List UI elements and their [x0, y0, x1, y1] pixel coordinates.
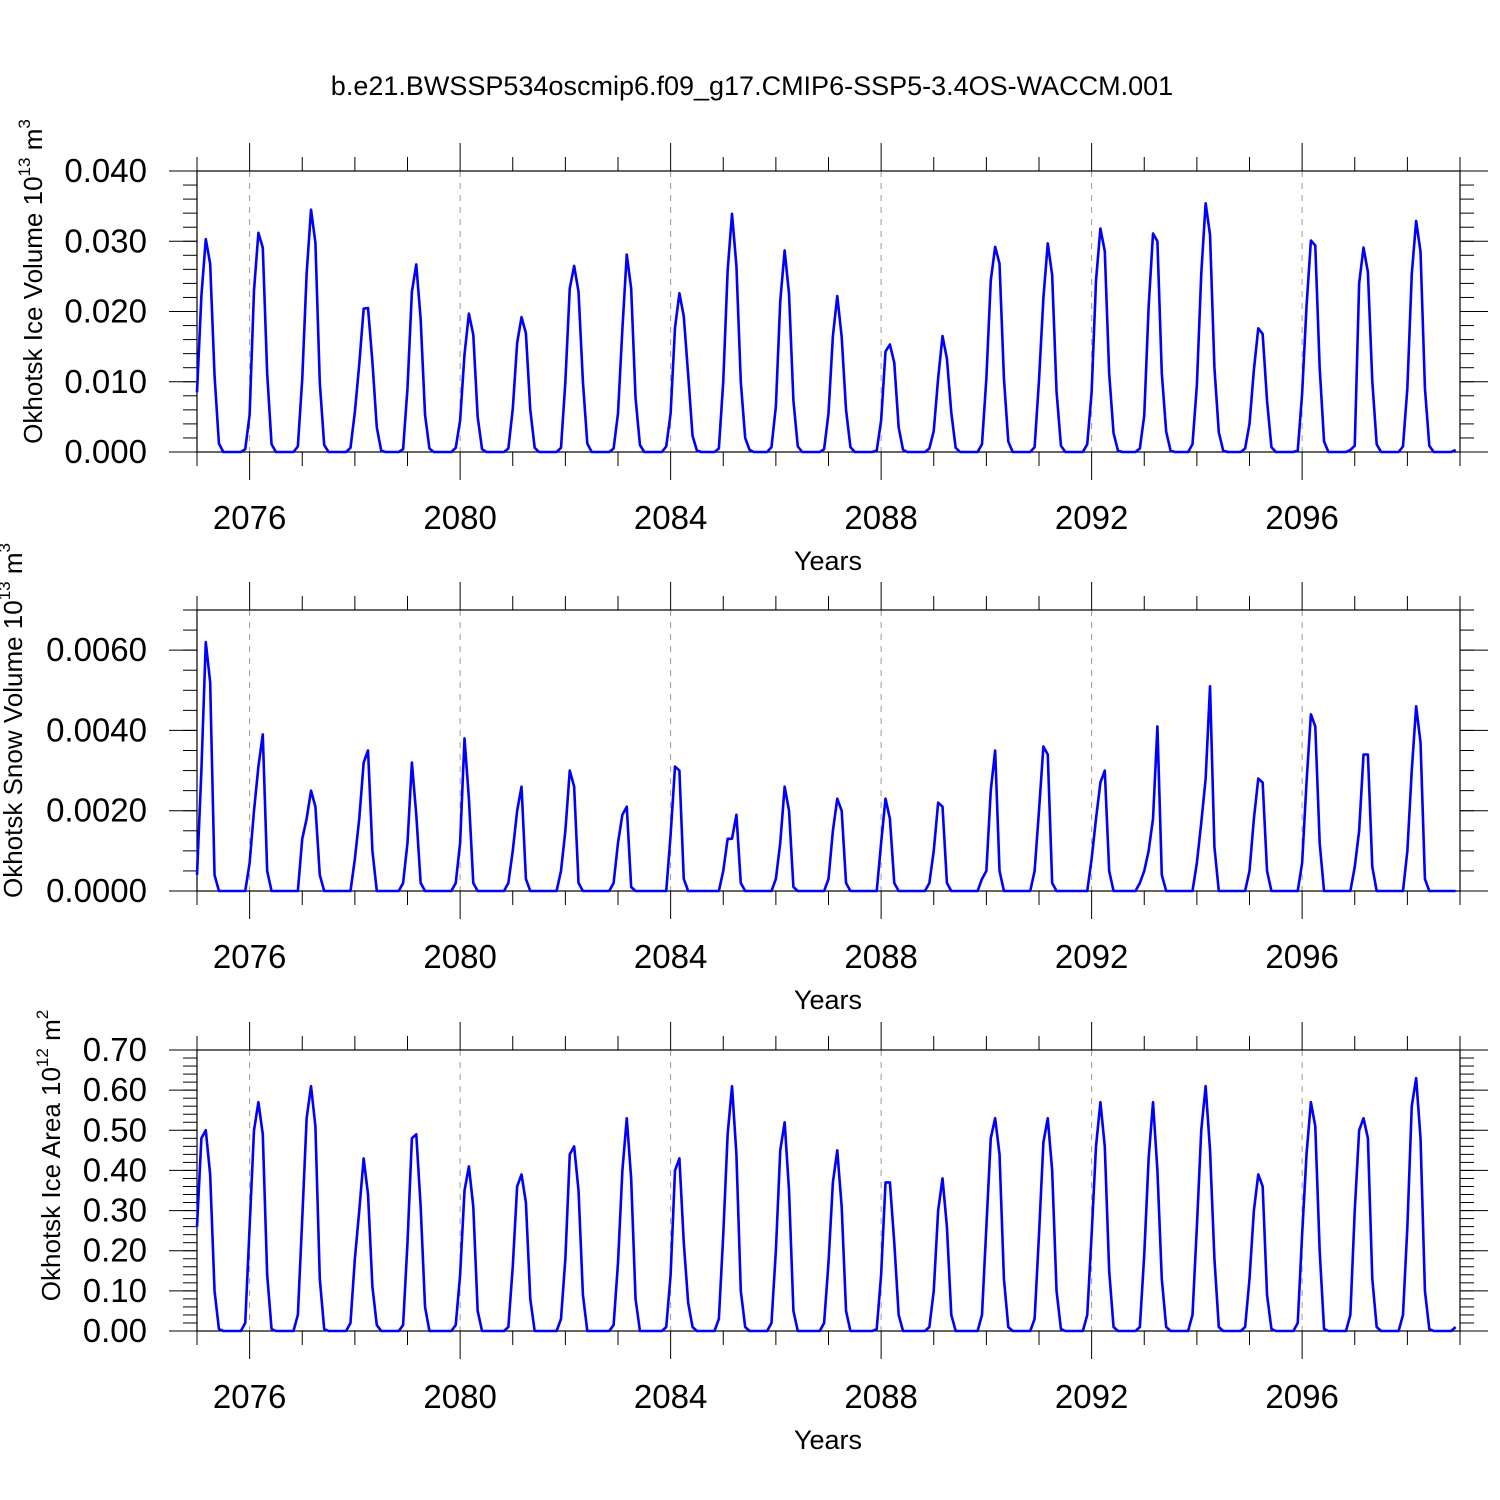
- x-axis-label: Years: [794, 1425, 862, 1455]
- y-tick-label: 0.30: [83, 1192, 147, 1229]
- y-tick-label: 0.60: [83, 1071, 147, 1108]
- y-tick-label: 0.0000: [46, 872, 147, 909]
- x-tick-label: 2088: [844, 1378, 917, 1415]
- plot-frame: [196, 1049, 1461, 1332]
- x-tick-label: 2092: [1055, 1378, 1128, 1415]
- figure-title: b.e21.BWSSP534oscmip6.f09_g17.CMIP6-SSP5…: [331, 71, 1173, 101]
- y-tick-label: 0.000: [64, 433, 147, 470]
- series-line: [195, 640, 1456, 893]
- x-tick-label: 2096: [1265, 499, 1338, 536]
- series-line: [195, 202, 1457, 454]
- y-tick-label: 0.00: [83, 1312, 147, 1349]
- series-line: [195, 1076, 1457, 1333]
- snow-volume-panel: 0.0000 0.0020 0.0040 0.0060 2076 2080 2084 2088…: [0, 543, 1488, 1015]
- x-tick-label: 2084: [634, 1378, 707, 1415]
- plot-frame: [196, 170, 1461, 453]
- x-tick-label: 2080: [423, 499, 496, 536]
- x-tick-label: 2088: [844, 938, 917, 975]
- x-tick-label: 2080: [423, 1378, 496, 1415]
- x-tick-label: 2084: [634, 499, 707, 536]
- plot-frame: [196, 609, 1461, 892]
- x-tick-label: 2088: [844, 499, 917, 536]
- y-tick-label: 0.020: [64, 293, 147, 330]
- y-tick-label: 0.040: [64, 152, 147, 189]
- x-tick-label: 2092: [1055, 499, 1128, 536]
- x-tick-label: 2076: [213, 499, 286, 536]
- x-tick-label: 2076: [213, 1378, 286, 1415]
- y-tick-label: 0.20: [83, 1232, 147, 1269]
- y-axis-label: Okhotsk Ice Volume 1013 m3: [15, 119, 48, 444]
- x-axis-label: Years: [794, 985, 862, 1015]
- y-tick-label: 0.40: [83, 1151, 147, 1188]
- x-tick-label: 2084: [634, 938, 707, 975]
- x-tick-label: 2080: [423, 938, 496, 975]
- x-tick-label: 2096: [1265, 938, 1338, 975]
- y-tick-label: 0.010: [64, 363, 147, 400]
- x-axis-label: Years: [794, 546, 862, 576]
- y-tick-label: 0.70: [83, 1031, 147, 1068]
- x-tick-label: 2096: [1265, 1378, 1338, 1415]
- y-tick-label: 0.0040: [46, 711, 147, 748]
- x-tick-label: 2092: [1055, 938, 1128, 975]
- y-axis-label: Okhotsk Snow Volume 1013 m3: [0, 543, 28, 898]
- y-axis-label: Okhotsk Ice Area 1012 m2: [33, 1010, 66, 1301]
- y-tick-label: 0.030: [64, 222, 147, 259]
- y-tick-label: 0.0060: [46, 631, 147, 668]
- y-tick-label: 0.10: [83, 1272, 147, 1309]
- ice-area-panel: 0.000.100.200.30 0.400.500.600.70 2076 2080…: [33, 1010, 1488, 1455]
- ice-volume-panel: 0.000 0.010 0.020 0.030 0.040 2076 2080 2084 208…: [15, 119, 1488, 576]
- y-tick-label: 0.0020: [46, 792, 147, 829]
- x-tick-label: 2076: [213, 938, 286, 975]
- y-tick-label: 0.50: [83, 1111, 147, 1148]
